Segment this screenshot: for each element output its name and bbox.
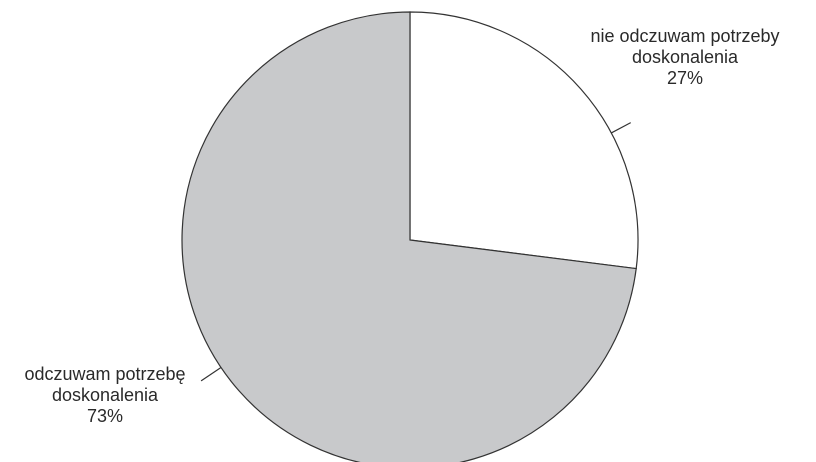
slice-label-need: odczuwam potrzebę doskonalenia 73% [0, 364, 210, 427]
slice-label-text: doskonalenia [51, 385, 159, 405]
leader-line-no-need [611, 122, 632, 134]
slice-label-text: odczuwam potrzebę [24, 364, 186, 384]
slice-label-no-need: nie odczuwam potrzeby doskonalenia 27% [560, 26, 810, 89]
pie-slice-need [181, 11, 637, 462]
slice-percentage: 27% [666, 68, 704, 88]
slice-label-text: doskonalenia [631, 47, 739, 67]
slice-percentage: 73% [86, 406, 124, 426]
leader-line-need [200, 366, 222, 382]
slice-label-text: nie odczuwam potrzeby [590, 26, 780, 46]
pie-slice-no-need [409, 11, 639, 270]
